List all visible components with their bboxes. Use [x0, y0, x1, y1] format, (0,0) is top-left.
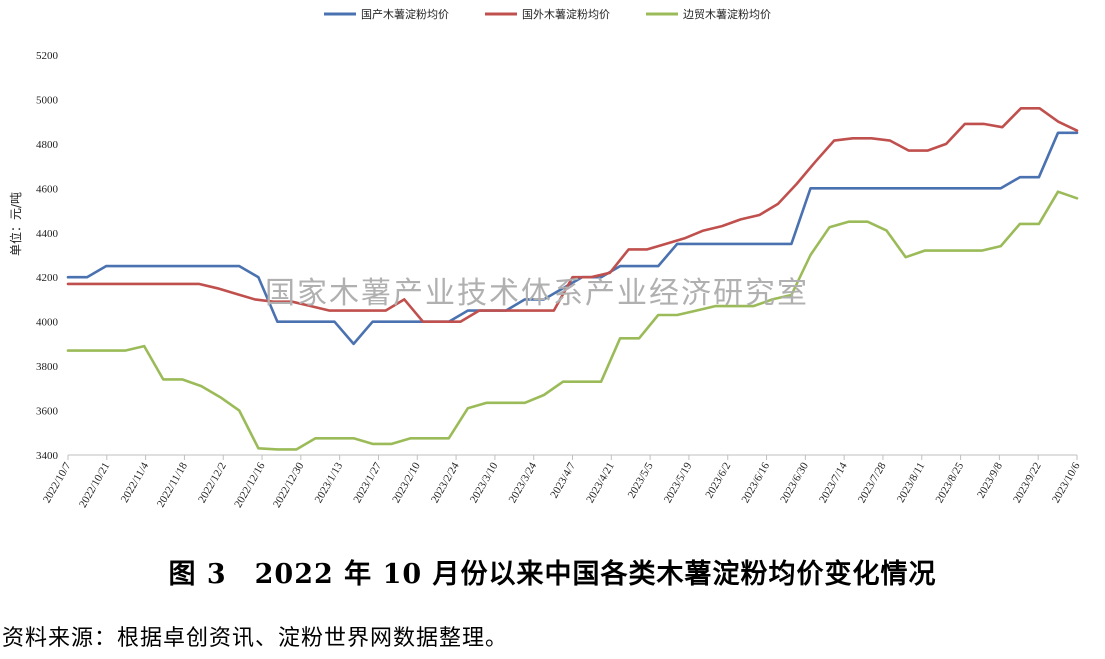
legend-label-domestic: 国产木薯淀粉均价 [361, 7, 449, 21]
x-tick-label: 2022/12/16 [232, 460, 268, 510]
y-tick-label: 3400 [36, 450, 59, 462]
x-tick-label: 2022/11/18 [155, 460, 190, 509]
y-tick-label: 4800 [36, 139, 59, 151]
x-tick-label: 2022/10/21 [77, 461, 112, 510]
x-tick-label: 2023/3/24 [507, 460, 540, 505]
x-tick-label: 2023/4/7 [548, 460, 578, 500]
x-tick-label: 2023/1/27 [351, 460, 384, 505]
x-tick-label: 2023/2/24 [429, 460, 462, 505]
x-tick-label: 2023/8/11 [895, 461, 928, 505]
y-tick-label: 4000 [36, 317, 59, 329]
y-tick-label: 3800 [36, 361, 59, 373]
legend-label-foreign: 国外木薯淀粉均价 [522, 7, 610, 21]
x-tick-label: 2023/9/8 [975, 460, 1005, 500]
series-line-2 [66, 190, 1079, 451]
data-source-note: 资料来源：根据卓创资讯、淀粉世界网数据整理。 [2, 626, 509, 651]
price-line-chart: 国产木薯淀粉均价 国外木薯淀粉均价 边贸木薯淀粉均价 单位：元/吨 3400 36… [8, 7, 1083, 510]
series-line-1 [66, 107, 1079, 324]
x-tick-label: 2023/1/13 [313, 460, 346, 505]
x-tick-label: 2022/10/7 [41, 460, 74, 505]
chart-legend: 国产木薯淀粉均价 国外木薯淀粉均价 边贸木薯淀粉均价 [324, 7, 771, 21]
y-tick-label: 3600 [36, 406, 59, 418]
x-tick-label: 2023/6/16 [739, 460, 772, 505]
x-tick-label: 2023/3/10 [468, 460, 501, 505]
y-tick-label: 5200 [36, 50, 59, 62]
x-tick-label: 2023/8/25 [933, 460, 966, 505]
x-tick-label: 2023/2/10 [390, 460, 423, 505]
legend-label-border: 边贸木薯淀粉均价 [683, 7, 771, 21]
x-tick-label: 2023/10/6 [1050, 460, 1083, 505]
x-tick-label: 2022/11/4 [119, 460, 152, 505]
x-tick-label: 2022/12/30 [271, 460, 307, 510]
y-axis-label: 单位：元/吨 [8, 192, 23, 256]
figure-caption: 图 3 2022 年 10 月份以来中国各类木薯淀粉均价变化情况 [168, 559, 937, 590]
y-tick-label: 5000 [36, 94, 59, 106]
x-tick-label: 2023/7/14 [817, 460, 850, 505]
x-tick-label: 2023/5/19 [662, 460, 695, 505]
x-tick-label: 2023/9/22 [1011, 461, 1044, 506]
x-tick-label: 2022/12/2 [196, 461, 229, 506]
series-line-0 [66, 131, 1079, 346]
y-tick-label: 4200 [36, 272, 59, 284]
x-tick-label: 2023/6/2 [703, 461, 733, 501]
x-tick-label: 2023/6/30 [778, 460, 811, 505]
watermark: 国家木薯产业技术体系产业经济研究室 [265, 276, 809, 311]
x-tick-label: 2023/7/28 [856, 460, 889, 505]
y-tick-label: 4400 [36, 228, 59, 240]
x-tick-label: 2023/4/21 [584, 461, 617, 506]
y-tick-label: 4600 [36, 183, 59, 195]
x-tick-label: 2023/5/5 [626, 460, 656, 500]
